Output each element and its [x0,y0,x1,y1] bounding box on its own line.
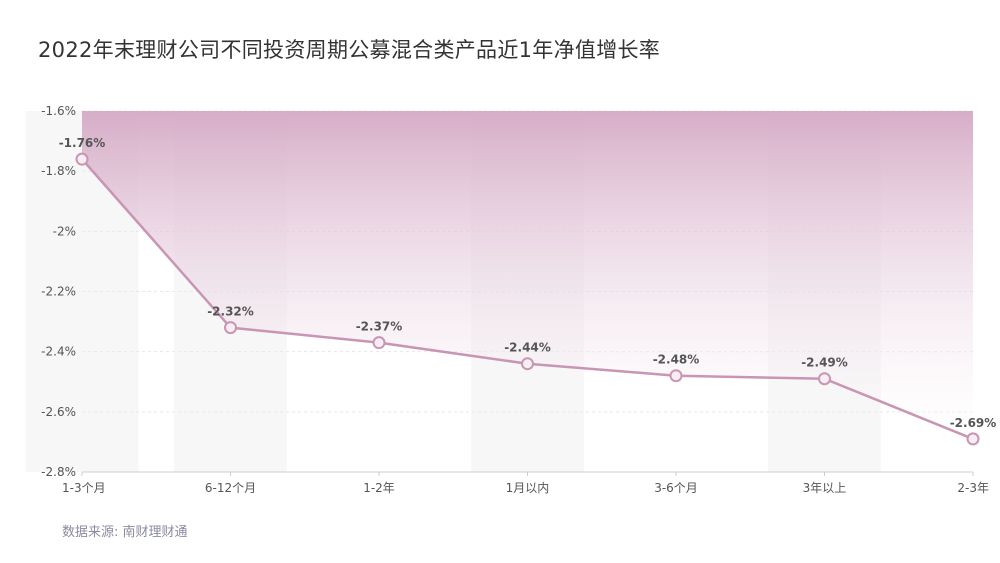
data-point [521,357,534,371]
y-tick-label: -2.6% [41,405,76,419]
data-point [966,432,980,446]
x-tick-label: 3年以上 [803,481,847,495]
y-tick-label: -1.8% [41,164,76,178]
x-tick-label: 1月以内 [506,481,550,495]
data-label: -1.76% [59,136,106,150]
y-tick-label: -2.8% [41,465,76,479]
y-axis: -1.6% -1.8% -2% -2.2% -2.4% -2.6% -2.8% [41,104,76,479]
x-axis: 1-3个月 6-12个月 1-2年 1月以内 3-6个月 3年以上 2-3年 [62,471,989,495]
x-tick-label: 3-6个月 [654,481,698,495]
data-labels: -1.76% -2.32% -2.37% -2.44% -2.48% -2.49% -2.6… [59,136,997,430]
data-label: -2.48% [653,353,700,367]
x-tick-label: 2-3年 [957,481,989,495]
data-label: -2.69% [950,416,997,430]
data-label: -2.32% [207,305,254,319]
data-point [224,321,237,335]
data-point [372,336,386,350]
y-tick-label: -2.2% [41,285,76,299]
data-label: -2.49% [801,356,848,370]
data-point [669,369,683,383]
chart-title: 2022年末理财公司不同投资周期公募混合类产品近1年净值增长率 [38,38,661,62]
data-point [75,152,89,166]
data-points [75,152,980,446]
y-tick-label: -1.6% [41,104,76,118]
x-tick-label: 6-12个月 [205,481,256,495]
x-tick-label: 1-3个月 [62,481,106,495]
data-label: -2.37% [356,320,403,334]
data-point [818,372,831,386]
y-tick-label: -2.4% [41,345,76,359]
y-tick-label: -2% [53,224,76,238]
area-fill [82,111,973,439]
data-label: -2.44% [504,341,551,355]
x-tick-label: 1-2年 [363,481,395,495]
data-source-note: 数据来源: 南财理财通 [62,525,188,540]
